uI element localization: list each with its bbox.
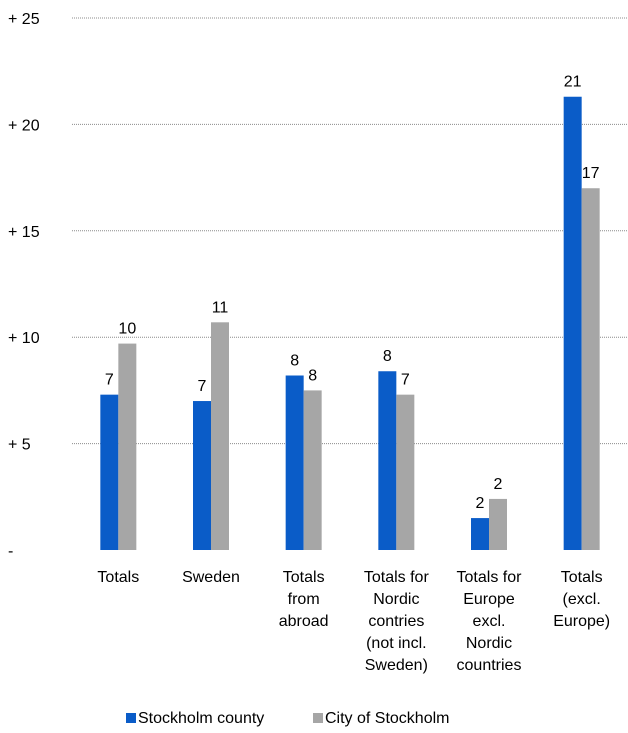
- x-category-label: contries: [368, 613, 424, 630]
- y-axis: - + 5 + 10 + 15 + 20 + 25: [8, 11, 40, 560]
- data-label: 7: [105, 372, 114, 389]
- y-tick-label: + 25: [8, 11, 40, 28]
- bar-city-of-stockholm: [211, 322, 229, 550]
- y-tick-label: + 15: [8, 224, 40, 241]
- x-category-label: Totals: [97, 569, 139, 586]
- legend-swatch: [126, 713, 136, 723]
- data-label: 8: [308, 367, 317, 384]
- x-category-label: abroad: [279, 613, 329, 630]
- data-label: 2: [494, 476, 503, 493]
- bar-stockholm-county: [378, 371, 397, 550]
- data-label: 8: [383, 348, 392, 365]
- data-label: 10: [118, 321, 136, 338]
- y-tick-label: + 10: [8, 330, 40, 347]
- x-category-label: (not incl.: [366, 635, 426, 652]
- x-category-label: countries: [457, 657, 522, 674]
- legend-label: Stockholm county: [138, 710, 264, 727]
- legend: Stockholm county City of Stockholm: [126, 710, 449, 727]
- x-axis: Totals Sweden Totals from abroad Totals for No…: [97, 569, 610, 674]
- x-category-label: from: [288, 591, 320, 608]
- bar-city-of-stockholm: [396, 394, 415, 550]
- bar-city-of-stockholm: [489, 498, 507, 550]
- x-category-label: Sweden): [365, 657, 428, 674]
- y-tick-label: + 20: [8, 117, 40, 134]
- bar-city-of-stockholm: [303, 390, 322, 550]
- bar-city-of-stockholm: [118, 343, 137, 550]
- data-label: 21: [564, 74, 582, 91]
- data-label: 7: [198, 378, 207, 395]
- data-label: 7: [401, 372, 410, 389]
- data-label: 17: [582, 165, 600, 182]
- x-category-label: Totals for: [457, 569, 523, 586]
- x-category-label: Sweden: [182, 569, 240, 586]
- gridlines: [72, 17, 628, 445]
- legend-swatch: [313, 713, 323, 723]
- x-category-label: (excl.: [563, 591, 601, 608]
- x-category-label: Totals: [561, 569, 603, 586]
- bar-stockholm-county: [471, 518, 489, 550]
- x-category-label: excl.: [473, 613, 506, 630]
- data-label: 2: [476, 495, 485, 512]
- x-category-label: Nordic: [466, 635, 512, 652]
- bar-stockholm-county: [100, 394, 119, 550]
- legend-label: City of Stockholm: [325, 710, 449, 727]
- x-category-label: Totals: [283, 569, 325, 586]
- bar-stockholm-county: [285, 375, 304, 550]
- x-category-label: Totals for: [364, 569, 430, 586]
- bars: [100, 96, 600, 551]
- data-label: 11: [212, 299, 229, 316]
- bar-stockholm-county: [193, 401, 211, 550]
- y-tick-label: -: [8, 543, 13, 560]
- data-label: 8: [290, 353, 299, 370]
- x-category-label: Europe: [463, 591, 515, 608]
- x-category-label: Nordic: [373, 591, 419, 608]
- bar-stockholm-county: [563, 96, 582, 551]
- x-category-label: Europe): [553, 613, 610, 630]
- y-tick-label: + 5: [8, 437, 31, 454]
- bar-city-of-stockholm: [581, 188, 600, 551]
